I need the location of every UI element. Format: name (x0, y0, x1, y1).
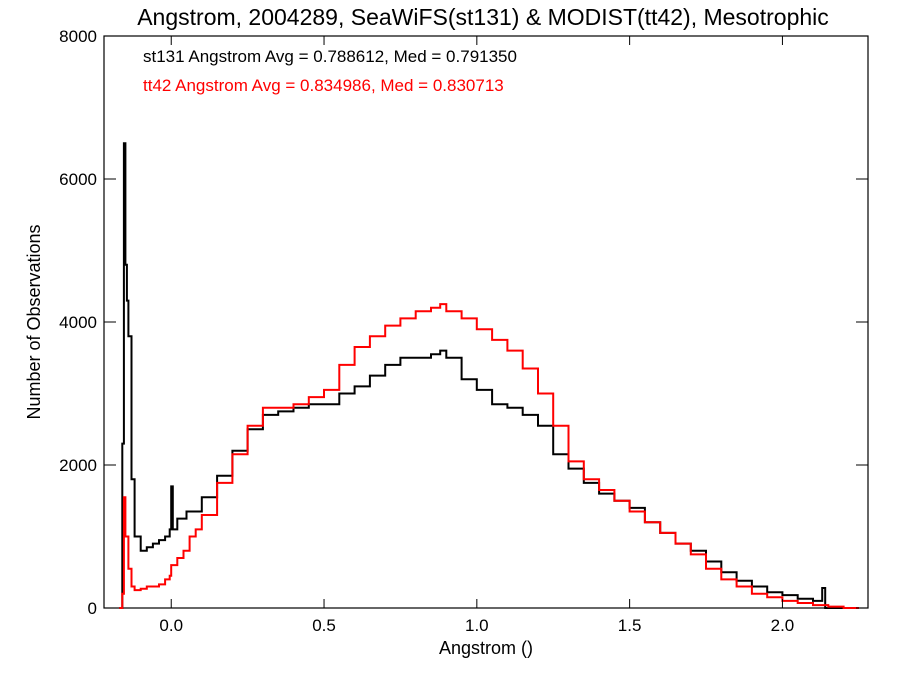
x-tick-label: 1.5 (618, 616, 642, 635)
y-tick-label: 4000 (59, 313, 97, 332)
y-tick-label: 2000 (59, 456, 97, 475)
x-tick-label: 2.0 (771, 616, 795, 635)
x-axis: 0.0 0.5 1.0 1.5 2.0 (159, 36, 794, 635)
x-tick-label: 0.5 (312, 616, 336, 635)
plot-frame (103, 35, 869, 609)
chart-title: Angstrom, 2004289, SeaWiFS(st131) & MODI… (137, 4, 829, 30)
x-tick-label: 0.0 (159, 616, 183, 635)
y-tick-label: 0 (88, 599, 97, 618)
x-axis-label: Angstrom () (439, 638, 533, 658)
y-axis: 0 2000 4000 6000 8000 (59, 27, 868, 618)
y-tick-label: 8000 (59, 27, 97, 46)
annotation-st131: st131 Angstrom Avg = 0.788612, Med = 0.7… (143, 47, 517, 66)
y-axis-label: Number of Observations (24, 224, 44, 419)
series-layer (119, 142, 859, 609)
series-st131-line (119, 142, 859, 609)
x-tick-label: 1.0 (465, 616, 489, 635)
y-tick-label: 6000 (59, 170, 97, 189)
series-tt42-line (119, 303, 859, 609)
annotation-tt42: tt42 Angstrom Avg = 0.834986, Med = 0.83… (143, 76, 504, 95)
